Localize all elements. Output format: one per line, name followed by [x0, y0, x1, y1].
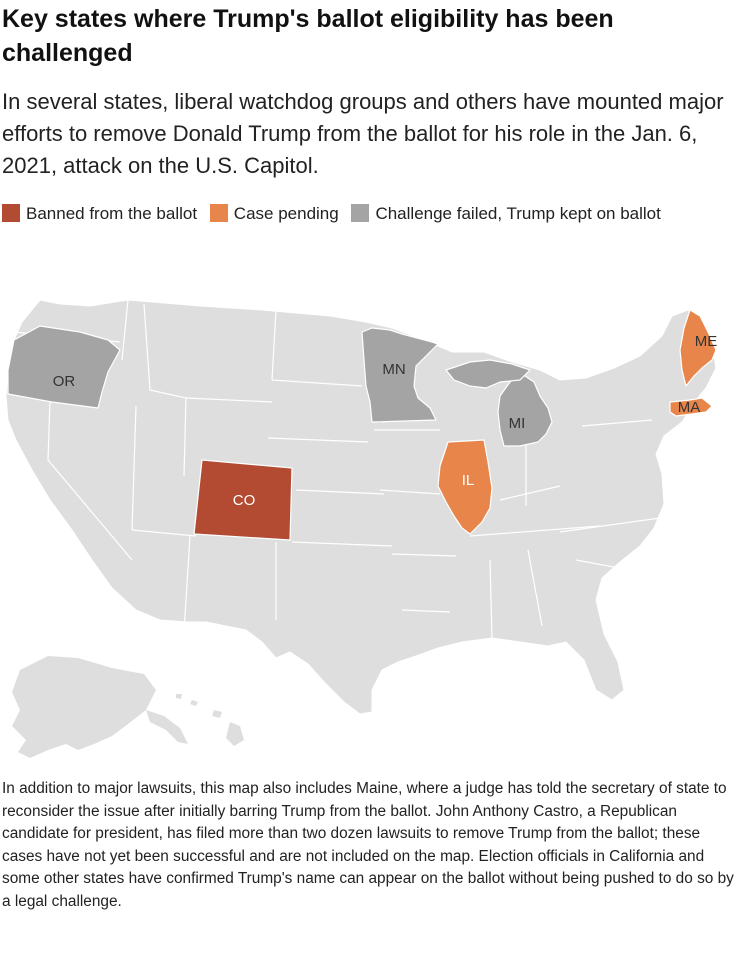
border-sd-ne [267, 437, 369, 443]
border-wy-id [183, 397, 187, 477]
border-ms-al [489, 559, 493, 641]
legend-label-pending: Case pending [233, 204, 339, 223]
border-nc-sc [575, 559, 631, 571]
border-al-ga [527, 549, 543, 627]
border-nd-sd [271, 379, 363, 387]
state-ma [669, 397, 713, 417]
state-il [437, 439, 493, 535]
hawaii-maui [212, 710, 222, 718]
label-ma: MA [678, 399, 701, 416]
hawaii-islands [176, 694, 244, 746]
legend-item-pending: Case pending [209, 204, 339, 223]
state-mi [497, 373, 553, 447]
border-ky-oh [499, 485, 561, 501]
border-ks-ok [291, 541, 393, 547]
legend-item-failed: Challenge failed, Trump kept on ballot [351, 204, 661, 223]
legend-swatch-pending [209, 204, 228, 222]
border-tn-ky [469, 525, 601, 537]
us-map-svg: OR CO MN IL MI ME MA [5, 299, 718, 758]
legend-label-failed: Challenge failed, Trump kept on ballot [375, 204, 661, 223]
state-co [193, 459, 293, 541]
label-me: ME [695, 333, 718, 350]
chart-title: Key states where Trump's ballot eligibil… [2, 5, 614, 67]
state-mn [361, 327, 439, 423]
legend-swatch-failed [351, 204, 370, 222]
border-id-mt [143, 303, 187, 399]
footnote: In addition to major lawsuits, this map … [2, 780, 734, 910]
border-az-nm [183, 535, 191, 633]
border-ut-az [131, 529, 197, 537]
chart-subtitle: In several states, liberal watchdog grou… [2, 89, 724, 178]
hawaii-oahu [190, 700, 198, 706]
border-ne-ks [295, 489, 385, 495]
border-va-nc [559, 517, 661, 533]
border-mt-nd [271, 309, 277, 381]
border-ar-la [401, 609, 451, 613]
border-mo-ar [391, 553, 457, 557]
legend-label-banned: Banned from the ballot [26, 204, 198, 223]
label-co: CO [233, 492, 256, 509]
landmass [5, 299, 717, 758]
border-wy-mt [185, 397, 273, 403]
hawaii-big-island [226, 722, 244, 746]
alaska-panhandle [146, 710, 188, 744]
border-nv-ca [47, 399, 133, 561]
border-pa-ny [581, 419, 653, 427]
us-map: OR CO MN IL MI ME MA [0, 270, 737, 770]
hawaii-kauai [176, 694, 182, 699]
state-mi-upper [445, 359, 531, 389]
state-labels: OR CO MN IL MI ME MA [53, 333, 718, 509]
alaska-outline [12, 656, 156, 758]
highlighted-states [7, 309, 717, 541]
label-il: IL [462, 472, 475, 489]
border-nv-ut [131, 405, 137, 531]
border-wa-id [121, 299, 129, 361]
legend-item-banned: Banned from the ballot [2, 204, 197, 223]
label-or: OR [53, 373, 76, 390]
state-me [679, 309, 717, 387]
state-or [7, 325, 121, 409]
legend-swatch-banned [2, 204, 20, 222]
border-ia-mo [379, 489, 441, 495]
label-mn: MN [382, 361, 405, 378]
map-legend: Banned from the ballot Case pending Chal… [2, 199, 732, 229]
label-mi: MI [509, 415, 526, 432]
